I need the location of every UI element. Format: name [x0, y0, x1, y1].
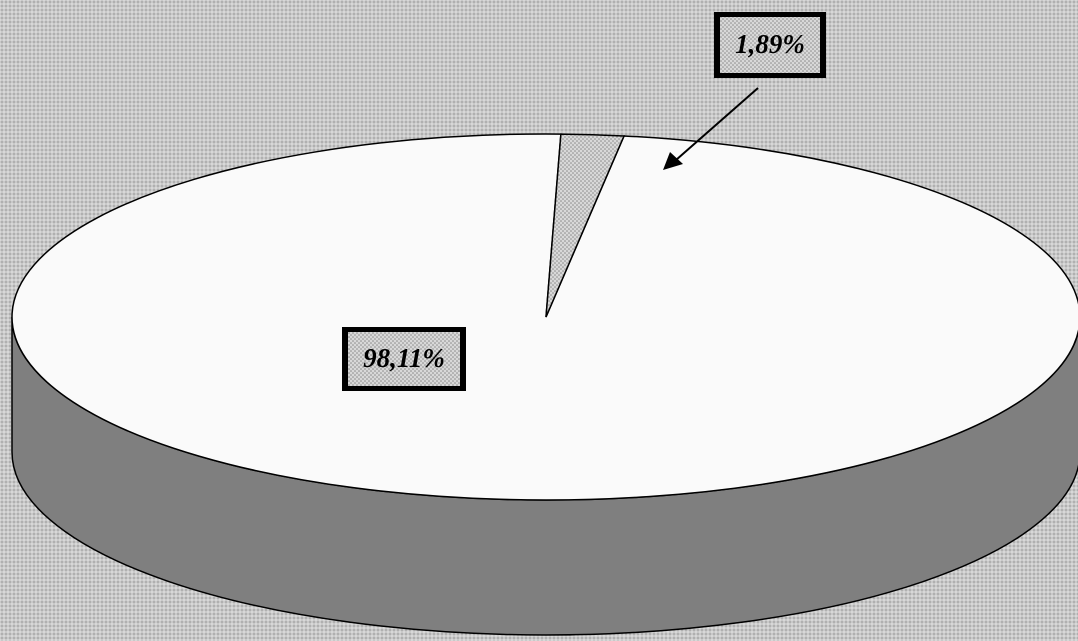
- slice-small: [545, 133, 626, 318]
- data-label-large: 98,11%: [342, 327, 466, 391]
- data-label-small-text: 1,89%: [735, 29, 805, 59]
- data-label-small: 1,89%: [714, 12, 826, 78]
- data-label-large-text: 98,11%: [363, 343, 445, 373]
- slice-large: [11, 133, 1078, 501]
- leader-arrow: [663, 87, 759, 170]
